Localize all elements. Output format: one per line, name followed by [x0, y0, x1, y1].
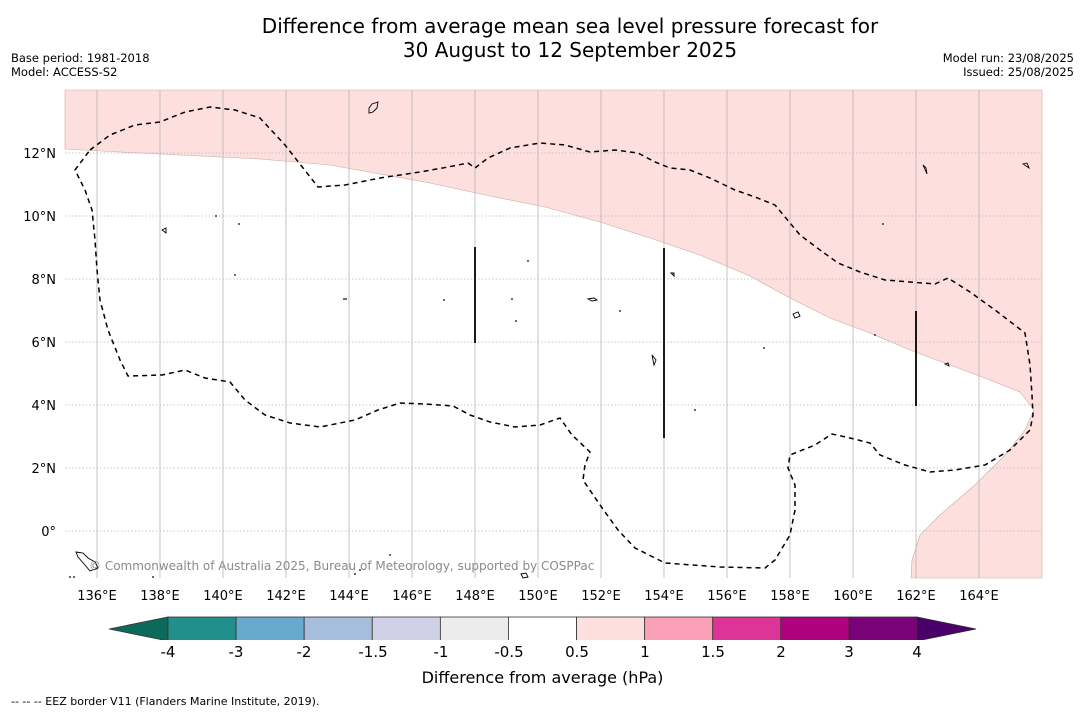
- lat-label: 2°N: [32, 462, 57, 477]
- lat-labels: 0° 2°N 4°N 6°N 8°N 10°N 12°N: [23, 147, 56, 540]
- colorbar-label: -3: [228, 643, 244, 661]
- lon-label: 142°E: [266, 589, 306, 604]
- lon-label: 158°E: [770, 589, 810, 604]
- lon-label: 162°E: [896, 589, 936, 604]
- colorbar-under-arrow: [108, 616, 169, 640]
- lon-labels: 136°E 138°E 140°E 142°E 144°E 146°E 148°…: [77, 589, 999, 604]
- colorbar-cell: [508, 616, 577, 640]
- colorbar-label: 1.5: [701, 643, 725, 661]
- colorbar-label: 2: [776, 643, 786, 661]
- colorbar-over-arrow: [916, 616, 977, 640]
- colorbar-title: Difference from average (hPa): [421, 668, 664, 687]
- colorbar-cell: [644, 616, 714, 640]
- base-period: Base period: 1981-2018: [11, 51, 150, 65]
- colorbar-cell: [576, 616, 646, 640]
- colorbar-label: 1: [640, 643, 650, 661]
- lon-label: 144°E: [329, 589, 369, 604]
- map-figure: © Commonwealth of Australia 2025, Bureau…: [23, 89, 1043, 640]
- lon-label: 136°E: [77, 589, 117, 604]
- footnote: -- -- -- EEZ border V11 (Flanders Marine…: [11, 695, 320, 708]
- lat-label: 0°: [41, 525, 56, 540]
- meta-right: Model run: 23/08/2025 Issued: 25/08/2025: [943, 51, 1074, 79]
- lon-label: 150°E: [518, 589, 558, 604]
- lat-label: 8°N: [32, 273, 57, 288]
- map-title: Difference from average mean sea level p…: [0, 14, 1085, 62]
- islands: [75, 101, 1030, 579]
- lat-label: 10°N: [23, 210, 56, 225]
- lat-label: 4°N: [32, 399, 57, 414]
- colorbar-label: -1: [433, 643, 449, 661]
- eez-border: [74, 106, 1034, 569]
- colorbar-cell: [167, 616, 237, 640]
- title-line-1: Difference from average mean sea level p…: [261, 14, 879, 38]
- colorbar-label: 0.5: [565, 643, 589, 661]
- colorbar-label: -0.5: [494, 643, 524, 661]
- colorbar-cell: [780, 616, 850, 640]
- tiny-islands: [69, 215, 884, 578]
- colorbar-cell: [712, 616, 782, 640]
- lon-label: 152°E: [581, 589, 621, 604]
- lat-label: 6°N: [32, 336, 57, 351]
- colorbar-label: 3: [844, 643, 854, 661]
- colorbar-cell: [371, 616, 441, 640]
- issued-date: Issued: 25/08/2025: [963, 65, 1074, 79]
- lat-label: 12°N: [23, 147, 56, 162]
- colorbar-cell: [303, 616, 373, 640]
- lon-label: 156°E: [707, 589, 747, 604]
- meta-left: Base period: 1981-2018 Model: ACCESS-S2: [11, 51, 150, 79]
- lon-label: 148°E: [455, 589, 495, 604]
- lon-label: 160°E: [833, 589, 873, 604]
- anomaly-region-0.5-1: [64, 89, 1043, 579]
- copyright-text: © Commonwealth of Australia 2025, Bureau…: [89, 559, 594, 573]
- colorbar-cell: [235, 616, 305, 640]
- lon-label: 154°E: [644, 589, 684, 604]
- lon-label: 146°E: [392, 589, 432, 604]
- colorbar-label: -2: [296, 643, 312, 661]
- colorbar-label: -4: [160, 643, 176, 661]
- colorbar-label: -1.5: [358, 643, 388, 661]
- lon-label: 140°E: [203, 589, 243, 604]
- line-segments: [474, 247, 917, 438]
- colorbar-cell: [848, 616, 918, 640]
- lon-label: 164°E: [959, 589, 999, 604]
- model-name: Model: ACCESS-S2: [11, 65, 118, 79]
- colorbar-cell: [439, 616, 509, 640]
- colorbar-label: 4: [912, 643, 922, 661]
- colorbar: [108, 616, 977, 640]
- model-run: Model run: 23/08/2025: [942, 51, 1074, 65]
- title-line-2: 30 August to 12 September 2025: [402, 38, 738, 62]
- lon-label: 138°E: [140, 589, 180, 604]
